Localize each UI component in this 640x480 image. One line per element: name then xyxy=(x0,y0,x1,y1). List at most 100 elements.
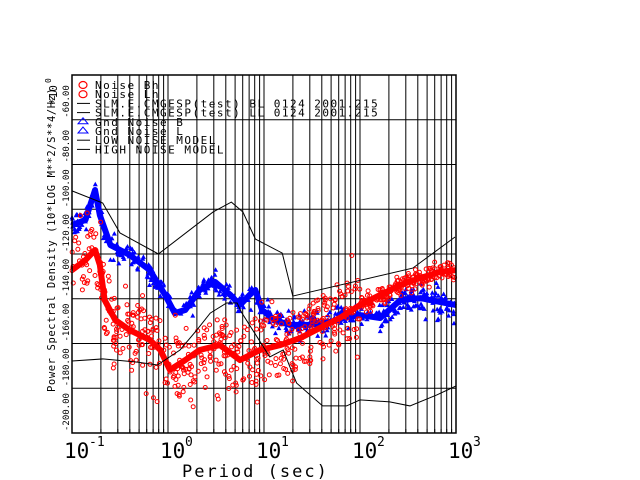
noise-point xyxy=(315,297,321,303)
y-axis-label: Power Spectral Density (10*LOG M**2/S**4… xyxy=(46,87,58,392)
noise-point xyxy=(320,315,326,321)
noise-point xyxy=(113,347,119,353)
noise-point xyxy=(137,307,143,313)
gnd-noise-point xyxy=(447,302,453,308)
noise-point xyxy=(297,315,303,321)
gnd-noise-point xyxy=(419,288,425,293)
noise-point xyxy=(322,300,328,306)
gnd-noise-point xyxy=(197,293,203,299)
noise-point xyxy=(355,316,361,322)
gnd-noise-point xyxy=(381,308,387,313)
legend-label: Gnd Noise B xyxy=(95,116,184,129)
noise-point xyxy=(255,367,261,373)
noise-point xyxy=(295,327,301,333)
noise-point xyxy=(332,322,338,328)
gnd-noise-point xyxy=(87,198,93,203)
noise-point xyxy=(219,324,225,330)
noise-point xyxy=(286,330,292,336)
noise-point xyxy=(228,367,234,373)
gnd-noise-point xyxy=(283,325,289,330)
gnd-noise-point xyxy=(411,298,417,304)
noise-point xyxy=(114,305,120,311)
noise-point xyxy=(111,361,117,367)
noise-point xyxy=(405,283,411,289)
noise-point xyxy=(258,373,264,379)
gnd-noise-point xyxy=(83,226,89,232)
gnd-noise-point xyxy=(125,244,131,249)
gnd-noise-point xyxy=(98,210,104,216)
gnd-noise-point xyxy=(92,181,98,187)
x-tick-label: 10 2 xyxy=(352,435,385,463)
gnd-noise-point xyxy=(403,298,409,303)
noise-point xyxy=(167,369,173,375)
gnd-noise-point xyxy=(402,295,408,301)
noise-point xyxy=(273,322,279,328)
noise-point xyxy=(322,297,328,303)
gnd-noise-point xyxy=(239,299,245,304)
gnd-noise-point xyxy=(187,299,193,305)
noise-point xyxy=(311,311,317,317)
noise-point xyxy=(337,288,343,294)
noise-point xyxy=(343,306,349,312)
noise-point xyxy=(153,325,159,331)
noise-point xyxy=(112,314,118,320)
gnd-noise-point xyxy=(350,317,356,323)
noise-point xyxy=(117,350,123,356)
gnd-noise-point xyxy=(200,281,206,286)
legend-item: HIGH NOISE MODEL xyxy=(77,143,223,156)
gnd-noise-point xyxy=(148,265,154,271)
gnd-noise-point xyxy=(359,306,365,311)
noise-point xyxy=(77,213,83,219)
noise-point xyxy=(332,297,338,303)
gnd-noise-point xyxy=(392,311,398,316)
gnd-noise-point xyxy=(342,318,348,323)
noise-point xyxy=(354,326,360,332)
gnd-noise-point xyxy=(286,308,292,313)
gnd-noise-point xyxy=(205,285,211,291)
noise-point xyxy=(127,329,133,335)
gnd-noise-point xyxy=(240,291,246,296)
gnd-noise-point xyxy=(89,202,95,207)
noise-point xyxy=(84,280,90,286)
noise-point xyxy=(429,274,435,280)
noise-point xyxy=(125,311,131,317)
y-tick-label: -120.00 xyxy=(62,214,72,252)
gnd-noise-point xyxy=(324,327,330,333)
noise-point xyxy=(164,380,170,386)
gnd-noise-point xyxy=(259,309,265,314)
noise-point xyxy=(254,399,260,405)
gnd-noise-point xyxy=(192,290,198,295)
gnd-noise-point xyxy=(208,276,214,282)
noise-point xyxy=(130,324,136,330)
noise-point xyxy=(187,381,193,387)
gnd-noise-point xyxy=(217,284,223,290)
noise-point xyxy=(172,312,178,318)
noise-point xyxy=(249,320,255,326)
circle-marker-icon xyxy=(78,90,88,99)
gnd-noise-point xyxy=(183,300,189,306)
noise-point xyxy=(323,307,329,313)
noise-point xyxy=(140,362,146,368)
gnd-noise-point xyxy=(210,278,216,284)
noise-point xyxy=(253,371,259,377)
noise-point xyxy=(241,376,247,382)
noise-point xyxy=(253,326,259,332)
noise-point xyxy=(146,350,152,356)
noise-point xyxy=(310,316,316,322)
gnd-noise-point xyxy=(196,285,202,290)
noise-point xyxy=(93,247,99,253)
noise-point xyxy=(374,297,380,303)
noise-point xyxy=(128,324,134,330)
gnd-noise-point xyxy=(444,305,450,310)
gnd-noise-point xyxy=(376,314,382,319)
noise-point xyxy=(319,328,325,334)
noise-point xyxy=(175,340,181,346)
noise-point xyxy=(293,364,299,370)
gnd-noise-point xyxy=(227,292,233,298)
x-tick-exp: 1 xyxy=(281,435,289,450)
noise-point xyxy=(177,363,183,369)
noise-point xyxy=(158,349,164,355)
gnd-noise-point xyxy=(441,291,447,297)
noise-point xyxy=(255,355,261,361)
